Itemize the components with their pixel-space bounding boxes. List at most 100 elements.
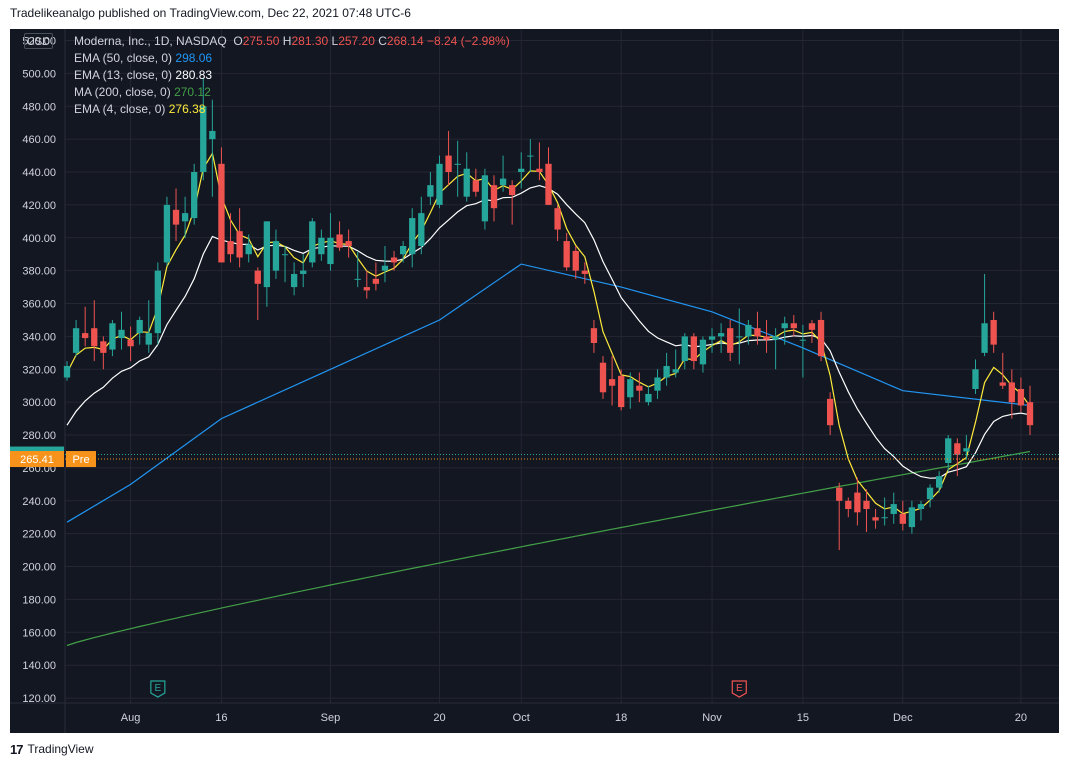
candle-body <box>109 323 116 350</box>
candle-body <box>172 209 180 225</box>
candle <box>690 333 698 370</box>
candle-body <box>899 513 906 524</box>
candle-body <box>181 213 189 222</box>
indicator-value: 298.06 <box>175 51 213 65</box>
candle <box>263 221 271 307</box>
candle <box>727 319 734 362</box>
candle-body <box>318 237 325 255</box>
y-tick-label: 400.00 <box>22 233 56 245</box>
earnings-marker-icon[interactable]: E <box>731 680 747 698</box>
y-tick-label: 380.00 <box>22 266 56 278</box>
candle-body <box>872 517 879 521</box>
candle <box>1026 385 1034 436</box>
close-label: C <box>378 34 387 48</box>
candle-body <box>972 369 979 390</box>
legend-indicator-ema13[interactable]: EMA (13, close, 0) 280.83 <box>74 67 510 84</box>
candle-body <box>427 185 434 197</box>
ma200-line <box>66 450 1031 647</box>
candle-body <box>981 323 988 353</box>
candle <box>699 336 707 373</box>
legend-indicator-ema4[interactable]: EMA (4, close, 0) 276.38 <box>74 101 510 118</box>
candle-body <box>999 382 1006 386</box>
candle <box>672 349 679 378</box>
legend-indicator-ema50[interactable]: EMA (50, close, 0) 298.06 <box>74 50 510 67</box>
candle-body <box>936 476 943 488</box>
candle-body <box>908 507 916 528</box>
price-label-value: 265.41 <box>20 454 54 466</box>
candle <box>63 361 71 381</box>
indicator-label: EMA (50, close, 0) <box>74 51 173 65</box>
candle <box>736 308 743 365</box>
candle <box>717 323 725 353</box>
x-tick-label: 18 <box>615 712 627 724</box>
indicator-label: EMA (13, close, 0) <box>74 68 173 82</box>
candle-body <box>627 379 634 398</box>
y-tick-label: 520.00 <box>22 36 56 48</box>
y-tick-label: 240.00 <box>22 496 56 508</box>
indicator-value: 270.12 <box>174 85 211 99</box>
candle-body <box>527 155 534 157</box>
candle-body <box>599 362 607 393</box>
pre-badge-box <box>66 451 96 468</box>
candle <box>536 142 543 181</box>
candle <box>309 218 316 268</box>
candle-body <box>608 379 616 386</box>
candle-body <box>463 168 470 197</box>
candle-body <box>399 245 407 255</box>
y-tick-label: 420.00 <box>22 200 56 212</box>
candle <box>563 232 570 271</box>
chart-legend: Moderna, Inc., 1D, NASDAQ O275.50 H281.3… <box>74 33 510 118</box>
symbol-name[interactable]: Moderna, Inc., 1D, NASDAQ <box>74 34 227 48</box>
footer-brand[interactable]: 17 TradingView <box>10 740 94 758</box>
candle <box>381 245 389 283</box>
candle-body <box>309 221 316 263</box>
currency-badge[interactable]: USD <box>24 33 53 49</box>
candle <box>418 196 425 255</box>
candle-body <box>91 328 98 347</box>
candle <box>981 273 988 357</box>
price-label-box <box>10 451 64 468</box>
chart-canvas[interactable]: 120.00 140.00 160.00 180.00 200.00 220.00 240.… <box>10 29 1059 733</box>
candle-body <box>536 168 543 173</box>
candle <box>908 500 916 534</box>
candle-body <box>926 487 934 500</box>
candle-body <box>1008 382 1015 403</box>
candle-body <box>345 241 352 246</box>
candle <box>191 163 198 225</box>
candle <box>781 316 788 345</box>
candle <box>272 229 280 279</box>
high-value: 281.30 <box>291 34 329 48</box>
candle-body <box>300 270 307 274</box>
candle <box>518 152 525 189</box>
candle-body <box>418 213 425 246</box>
open-value: 275.50 <box>242 34 280 48</box>
change-value: −8.24 (−2.98%) <box>426 34 510 48</box>
candle-body <box>736 336 743 338</box>
candle <box>963 435 970 460</box>
candle <box>363 270 370 299</box>
candle <box>300 254 307 288</box>
candle <box>445 130 452 186</box>
candle-body <box>863 500 870 510</box>
candle <box>181 196 189 238</box>
low-label: L <box>331 34 339 48</box>
x-tick-label: 20 <box>1015 712 1027 724</box>
candle-body <box>563 241 570 268</box>
candle <box>954 438 961 477</box>
candle-body <box>518 168 525 173</box>
candle <box>490 175 498 222</box>
candle-body <box>808 323 816 330</box>
candle-body <box>281 254 289 256</box>
candle <box>200 78 207 181</box>
candle <box>509 180 516 225</box>
candle-body <box>409 218 416 255</box>
publish-header: Tradelikeanalgo published on TradingView… <box>10 6 411 20</box>
earnings-marker-icon[interactable]: E <box>150 680 166 698</box>
legend-indicator-ma200[interactable]: MA (200, close, 0) 270.12 <box>74 84 510 101</box>
candle <box>236 208 243 268</box>
y-tick-label: 500.00 <box>22 68 56 80</box>
candle-body <box>390 257 398 263</box>
candle <box>663 352 670 386</box>
price-chart[interactable]: 120.00 140.00 160.00 180.00 200.00 220.00 240.… <box>10 29 1059 733</box>
candle <box>545 147 552 205</box>
